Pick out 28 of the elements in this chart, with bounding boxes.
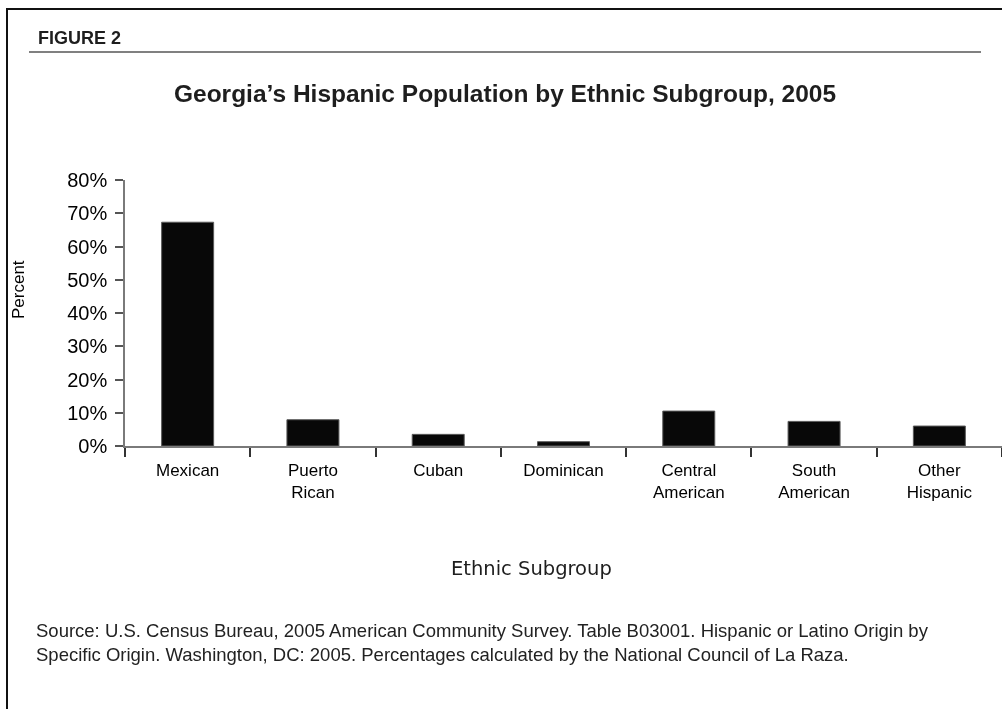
x-tick-label: Mexican: [155, 461, 220, 481]
bar: [286, 419, 340, 446]
bar: [537, 441, 590, 446]
x-tick-label: Cuban: [413, 461, 464, 481]
bar: [161, 221, 215, 446]
y-tick-label: 80%: [67, 169, 108, 191]
y-tick-label: 10%: [67, 401, 108, 424]
chart-title: Georgia’s Hispanic Population by Ethnic Subgroup, 2005: [173, 79, 837, 107]
x-tick-label: Other Hispanic: [906, 461, 973, 503]
x-axis-title: Ethnic Subgroup: [451, 557, 612, 580]
y-tick-label: 50%: [67, 268, 108, 291]
x-tick-label: Puerto Rican: [287, 461, 338, 503]
y-tick-label: 30%: [67, 335, 108, 358]
y-axis-title: Percent: [9, 260, 28, 319]
source-note: Source: U.S. Census Bureau, 2005 American Community Survey. Table B03001. Hispanic or Latino Origin by Specific Origin. Washington, DC: 2005. Percentages calculated by the National Council of La Raza.: [36, 620, 929, 666]
y-tick-label: 0%: [78, 435, 108, 457]
y-tick-label: 20%: [67, 368, 108, 391]
caption: FIGURE 2: [38, 28, 122, 48]
x-tick-label: South American: [778, 461, 850, 503]
bar: [662, 410, 716, 446]
y-tick-label: 40%: [67, 302, 108, 324]
bar: [411, 433, 465, 446]
x-tick-label: Central American: [652, 461, 725, 503]
y-tick-label: 70%: [67, 202, 108, 225]
y-tick-label: 60%: [67, 235, 108, 258]
bar: [787, 420, 841, 446]
bar: [912, 425, 966, 446]
x-tick-label: Dominican: [523, 461, 604, 481]
